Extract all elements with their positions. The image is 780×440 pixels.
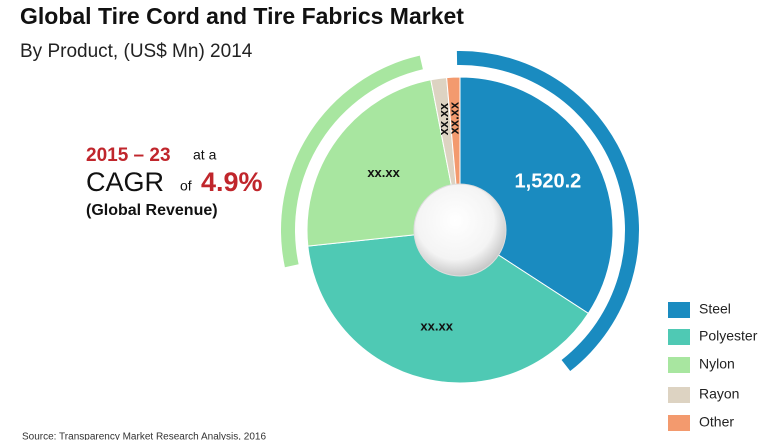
legend-swatch	[668, 329, 690, 345]
cagr-period: 2015 – 23	[86, 145, 171, 166]
legend-swatch	[668, 357, 690, 373]
value-label: xx.xx	[447, 101, 462, 134]
slice	[307, 229, 590, 384]
legend-label: Other	[699, 414, 734, 430]
cagr-label: CAGR	[86, 167, 164, 197]
legend-label: Steel	[699, 301, 731, 317]
donut-hole	[413, 183, 507, 277]
legend-label: Nylon	[699, 356, 735, 372]
chart-title: Global Tire Cord and Tire Fabrics Market	[20, 3, 464, 29]
cagr-of: of	[180, 178, 192, 194]
legend-label: Rayon	[699, 386, 739, 402]
value-label: xx.xx	[367, 165, 400, 180]
outer-ring	[456, 51, 640, 372]
chart-subtitle: By Product, (US$ Mn) 2014	[20, 41, 253, 62]
value-label: 1,520.2	[515, 171, 582, 193]
legend-swatch	[668, 302, 690, 318]
cagr-note: (Global Revenue)	[86, 202, 218, 219]
value-label: xx.xx	[420, 319, 453, 334]
legend-swatch	[668, 415, 690, 431]
legend-swatch	[668, 387, 690, 403]
value-label: xx.xx	[436, 102, 451, 135]
cagr-at: at a	[193, 147, 217, 163]
legend-label: Polyester	[699, 328, 758, 344]
outer-ring	[280, 55, 423, 268]
source: Source: Transparency Market Research Ana…	[22, 432, 266, 440]
cagr-rate: 4.9%	[201, 167, 263, 197]
